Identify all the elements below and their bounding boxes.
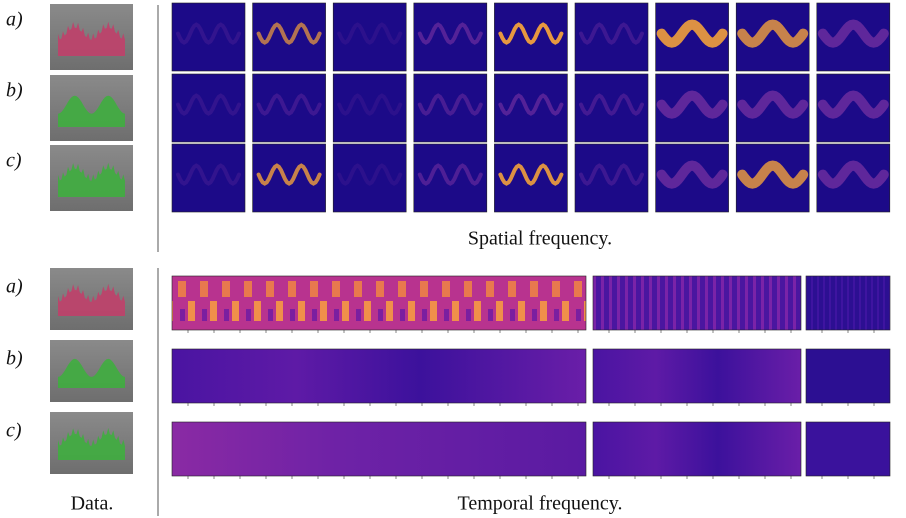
heatmap: [575, 144, 648, 212]
heatmap: [333, 3, 406, 71]
data-thumbnail: [50, 340, 133, 402]
heatmap: [593, 349, 801, 403]
heatmap: [575, 74, 648, 142]
heatmap: [806, 349, 890, 403]
heatmap: [593, 422, 801, 476]
heatmap: [172, 74, 245, 142]
heatmap: [253, 3, 326, 71]
data-thumbnail: [50, 75, 133, 141]
row-label: c): [6, 420, 22, 442]
row-label: a): [6, 276, 23, 298]
row-label: a): [6, 9, 23, 31]
figure: Spatial frequency. Temporal frequency. D…: [0, 0, 906, 518]
heatmap: [494, 144, 567, 212]
row-label: b): [6, 80, 23, 102]
heatmap: [575, 3, 648, 71]
heatmap: [172, 144, 245, 212]
heatmap: [172, 422, 586, 476]
caption: Spatial frequency.: [468, 228, 612, 250]
heatmap: [333, 74, 406, 142]
heatmap: [172, 276, 586, 330]
heatmap: [494, 3, 567, 71]
caption: Data.: [71, 493, 114, 515]
heatmap: [806, 276, 890, 330]
heatmap: [172, 3, 245, 71]
heatmap: [593, 276, 801, 330]
heatmap: [172, 349, 586, 403]
heatmap: [253, 74, 326, 142]
heatmap: [414, 144, 487, 212]
row-label: c): [6, 150, 22, 172]
heatmap: [333, 144, 406, 212]
heatmap: [806, 422, 890, 476]
heatmap: [414, 3, 487, 71]
caption: Temporal frequency.: [458, 493, 623, 515]
heatmap: [253, 144, 326, 212]
row-label: b): [6, 348, 23, 370]
heatmap: [414, 74, 487, 142]
heatmap: [494, 74, 567, 142]
